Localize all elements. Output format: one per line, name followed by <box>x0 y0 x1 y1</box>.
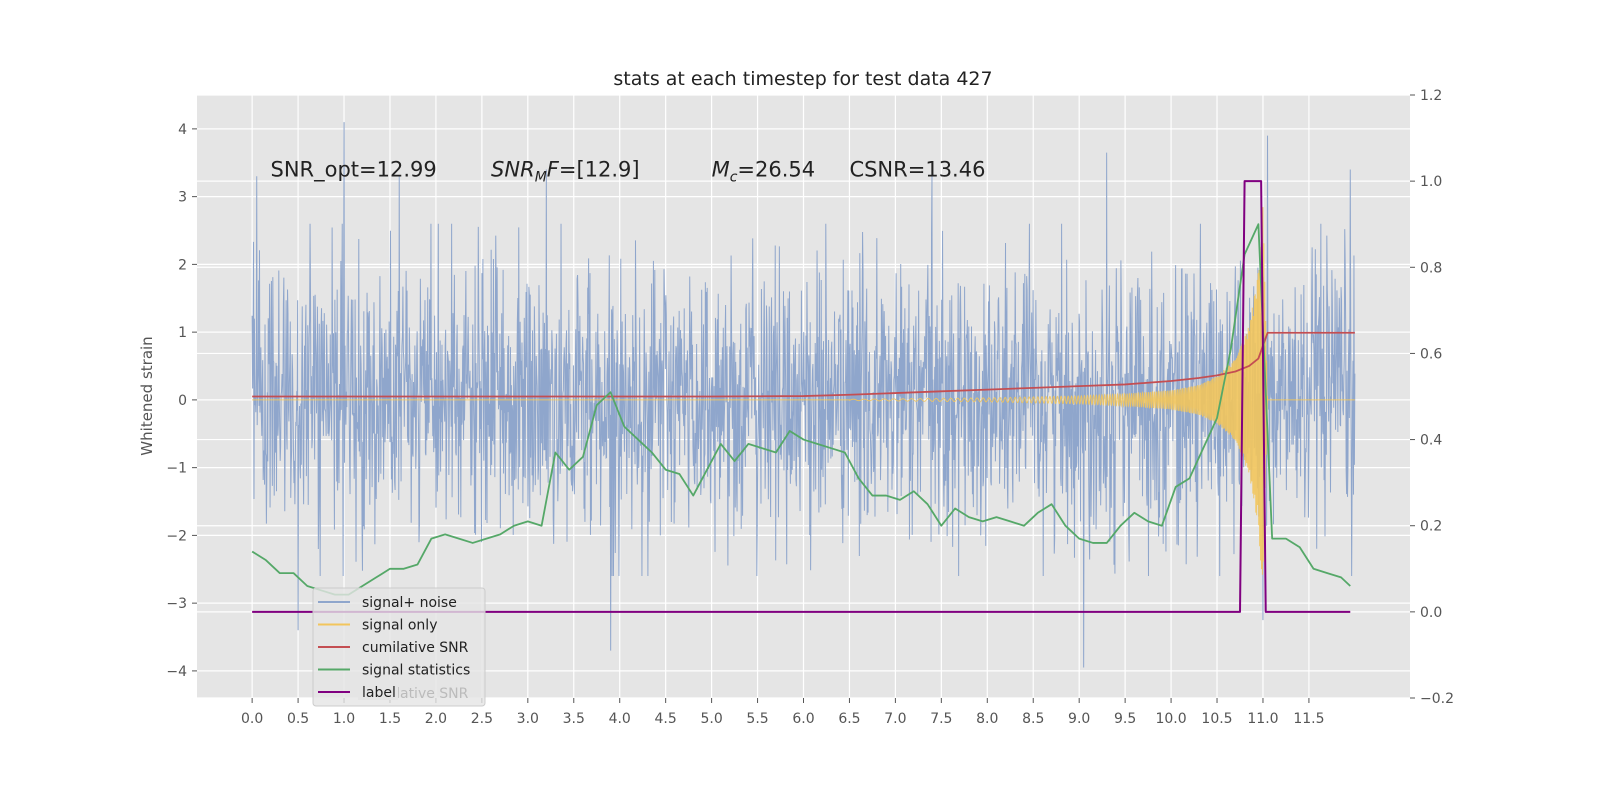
annotations: SNR_opt=12.99 SNRMF=[12.9] Mc=26.54 CSNR=13… <box>271 157 986 185</box>
legend-entry-label: signal statistics <box>362 663 470 679</box>
x-tick-label: 11.5 <box>1293 711 1324 727</box>
x-tick-label: 3.5 <box>563 711 585 727</box>
y-axis-label: Whitened strain <box>138 336 156 455</box>
x-tick-label: 6.0 <box>792 711 814 727</box>
x-tick-label: 3.0 <box>517 711 539 727</box>
y2-tick-label: 0.2 <box>1420 519 1442 535</box>
x-axis-ticks: 0.0 0.5 1.0 1.5 2.0 2.5 3.0 3.5 4.0 4.5 5.0 5.5 6.0 6… <box>241 698 1325 727</box>
x-tick-label: 10.5 <box>1201 711 1232 727</box>
y2-tick-label: −0.2 <box>1420 691 1454 707</box>
x-tick-label: 7.5 <box>930 711 952 727</box>
y-axis-ticks: 4 3 2 1 0 −1 −2 −3 −4 <box>166 122 197 680</box>
series-signal-only <box>252 207 1355 575</box>
legend-label-bg <box>358 680 398 700</box>
legend-entry-label: signal+ noise <box>362 595 457 611</box>
legend-box <box>312 587 486 707</box>
x-tick-label: 1.5 <box>379 711 401 727</box>
chart-title: stats at each timestep for test data 427 <box>613 68 992 90</box>
series-signal-statistics <box>251 223 1351 596</box>
y-tick-label: −4 <box>166 664 187 680</box>
y2-tick-label: 0.0 <box>1420 605 1442 621</box>
y-tick-label: −2 <box>166 528 187 544</box>
y2-tick-label: 0.8 <box>1420 260 1442 276</box>
x-tick-label: 4.0 <box>609 711 631 727</box>
annotation-0: SNR_opt=12.99 <box>271 157 437 182</box>
x-tick-label: 1.0 <box>333 711 355 727</box>
y2-axis-ticks: 1.2 1.0 0.8 0.6 0.4 0.2 0.0 −0.2 <box>1410 88 1454 707</box>
cumulative-snr-line <box>252 331 1355 398</box>
y-tick-label: −3 <box>166 596 187 612</box>
x-tick-label: 2.5 <box>471 711 493 727</box>
x-tick-label: 7.0 <box>884 711 906 727</box>
annotation-3: CSNR=13.46 <box>849 157 985 181</box>
label-line <box>252 180 1351 613</box>
annotation-1: SNRMF=[12.9] <box>491 157 640 185</box>
y-tick-label: 3 <box>178 190 187 206</box>
x-tick-label: 2.0 <box>425 711 447 727</box>
x-tick-label: 11.0 <box>1247 711 1278 727</box>
x-tick-label: 9.5 <box>1114 711 1136 727</box>
y2-tick-label: 1.0 <box>1420 174 1442 190</box>
x-tick-label: 0.5 <box>287 711 309 727</box>
x-tick-label: 9.0 <box>1068 711 1090 727</box>
y2-tick-label: 0.6 <box>1420 346 1442 362</box>
y-tick-label: −1 <box>166 461 187 477</box>
signal-only-line <box>252 207 1355 575</box>
series-cumulative-snr <box>252 331 1355 398</box>
legend-entry-label: cumilative SNR <box>362 640 469 656</box>
y-tick-label: 4 <box>178 122 187 138</box>
legend-entry-label: signal only <box>362 618 437 634</box>
x-tick-label: 0.0 <box>241 711 263 727</box>
annotation-2: Mc=26.54 <box>712 157 816 185</box>
y2-tick-label: 1.2 <box>1420 88 1442 104</box>
x-tick-label: 8.5 <box>1022 711 1044 727</box>
series-label <box>252 180 1351 613</box>
y-tick-label: 1 <box>178 325 187 341</box>
x-tick-label: 5.5 <box>746 711 768 727</box>
signal-statistics-line <box>251 223 1351 596</box>
x-tick-label: 5.0 <box>700 711 722 727</box>
series-signal-noise <box>251 122 1356 668</box>
y-tick-label: 0 <box>178 393 187 409</box>
legend-entry-label: label <box>362 685 396 701</box>
y-tick-label: 2 <box>178 257 187 273</box>
x-tick-label: 10.0 <box>1155 711 1186 727</box>
x-tick-label: 8.0 <box>976 711 998 727</box>
signal-noise-line <box>251 122 1356 668</box>
y2-tick-label: 0.4 <box>1420 433 1442 449</box>
x-tick-label: 6.5 <box>838 711 860 727</box>
x-tick-label: 4.5 <box>655 711 677 727</box>
